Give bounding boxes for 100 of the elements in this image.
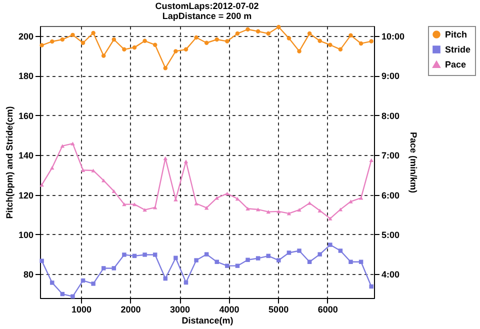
point <box>328 242 332 247</box>
y-axis-title: Pitch(bpm) and Stride(cm) <box>4 106 14 219</box>
point <box>246 258 250 262</box>
point <box>328 42 332 47</box>
point <box>132 202 137 206</box>
legend-label: Stride <box>445 44 471 54</box>
point <box>266 254 270 258</box>
point <box>163 66 168 70</box>
point <box>112 189 116 194</box>
y-tick-label: 100 <box>18 230 34 240</box>
point <box>152 42 158 47</box>
y2-tick-label: 7:00 <box>382 150 400 161</box>
point <box>369 39 374 44</box>
point <box>80 40 86 45</box>
point <box>122 47 126 52</box>
point <box>286 250 292 255</box>
point <box>225 39 230 44</box>
point <box>297 208 302 212</box>
point <box>112 37 116 42</box>
point <box>256 208 260 212</box>
point <box>50 166 54 170</box>
x-tick-label: 2000 <box>120 304 141 314</box>
point <box>60 37 65 42</box>
point <box>235 196 240 201</box>
point <box>256 29 260 34</box>
line-series <box>40 142 374 220</box>
point <box>101 266 106 270</box>
point <box>112 266 116 270</box>
point <box>338 248 343 253</box>
point <box>174 256 178 260</box>
point <box>142 208 147 212</box>
point <box>358 260 364 264</box>
chart-title: CustomLaps:2012-07-02 <box>155 0 259 11</box>
point <box>214 260 219 264</box>
point <box>142 252 147 257</box>
point <box>307 31 312 36</box>
point <box>60 144 65 148</box>
point <box>194 35 198 40</box>
point <box>307 260 312 264</box>
chart-subtitle: LapDistance = 200 m <box>162 10 252 21</box>
x-tick-label: 5000 <box>268 304 289 314</box>
y2-tick-label: 6:00 <box>382 190 400 200</box>
point <box>194 258 198 262</box>
x-tick-label: 3000 <box>170 304 190 314</box>
legend-label: Pitch <box>445 30 468 40</box>
point <box>204 252 209 256</box>
x-tick-label: 6000 <box>318 304 338 314</box>
point <box>152 252 158 257</box>
point <box>225 192 230 196</box>
point <box>369 284 374 289</box>
point <box>286 212 292 216</box>
point <box>286 36 292 40</box>
point <box>348 200 353 204</box>
point <box>246 206 250 210</box>
point <box>214 196 219 200</box>
point <box>40 43 44 48</box>
point <box>70 32 75 38</box>
y2-tick-label: 8:00 <box>382 110 400 121</box>
point <box>132 45 137 50</box>
point <box>358 41 364 46</box>
point <box>318 208 322 212</box>
point <box>276 258 281 262</box>
y-tick-label: 80 <box>23 270 34 280</box>
y-tick-label: 200 <box>18 31 34 42</box>
point <box>142 38 147 44</box>
point <box>40 182 44 187</box>
point <box>369 158 374 162</box>
point <box>225 264 230 268</box>
x-axis-title: Distance(m) <box>182 316 234 326</box>
point <box>80 168 86 172</box>
point <box>91 168 96 172</box>
point <box>194 202 198 206</box>
point <box>348 33 353 38</box>
x-tick-label: 1000 <box>71 304 92 314</box>
point <box>70 142 75 146</box>
x-tick-label: 4000 <box>219 304 240 314</box>
y2-tick-label: 5:00 <box>382 230 400 240</box>
point <box>163 156 168 160</box>
y-tick-label: 120 <box>18 190 34 200</box>
point <box>204 206 209 210</box>
point <box>297 248 302 253</box>
point <box>101 54 106 58</box>
point <box>328 216 332 220</box>
point <box>122 202 126 206</box>
point <box>338 208 343 212</box>
point <box>184 47 188 52</box>
point <box>318 38 322 44</box>
point <box>40 258 44 263</box>
point <box>338 47 343 52</box>
point <box>152 206 158 210</box>
y2-axis-title: Pace (min/km) <box>408 132 419 194</box>
point <box>266 210 270 214</box>
legend-label: Pace <box>445 60 466 70</box>
y-tick-label: 160 <box>18 110 34 121</box>
point <box>276 210 281 214</box>
point <box>318 252 322 256</box>
point <box>246 27 250 32</box>
y2-tick-label: 9:00 <box>382 71 400 82</box>
y-tick-label: 180 <box>18 71 34 82</box>
point <box>174 49 178 54</box>
